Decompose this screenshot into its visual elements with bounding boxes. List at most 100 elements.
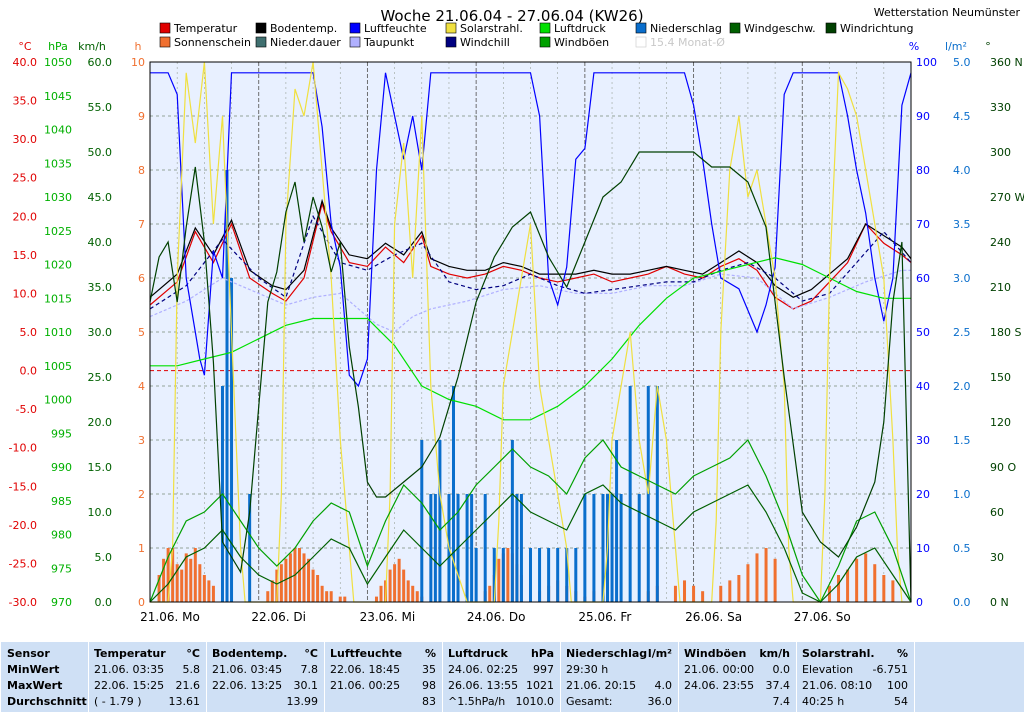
stats-cell-value: 21.6 [175,679,201,692]
series-windchill [149,214,912,310]
sun-tick-label: 8 [138,164,145,177]
dir-tick-label: 240 [990,236,1011,249]
rain-bar [519,494,523,602]
stats-cell-value: 5.8 [182,663,201,676]
sunshine-bar [297,548,301,602]
sunshine-bar [683,580,687,602]
sunshine-bar [864,553,868,602]
sunshine-bar [737,575,741,602]
series-luftfeuchte [150,72,912,388]
sunshine-bar [157,575,161,602]
stats-cell-value: 35 [422,663,436,676]
sunshine-bar [284,558,288,602]
sunshine-bar [388,569,392,602]
wind-tick-label: 50.0 [88,146,113,159]
x-tick-label: 25.06. Fr [578,610,631,624]
stats-cell-value: 0.0 [772,663,791,676]
temp-unit-label: °C [18,40,32,53]
sunshine-bar [719,585,723,602]
sunshine-bar [325,591,329,602]
series-lines [149,61,912,604]
rain-bar [615,440,619,602]
legend-label: Windchill [460,36,510,49]
rain-bar [433,494,437,602]
sun-tick-label: 0 [138,596,145,609]
stats-cell-value: -6.751 [872,663,908,676]
press-tick-label: 1045 [44,90,72,103]
stats-col-head: Temperatur [94,647,166,660]
hum-tick-label: 20 [916,488,930,501]
sunshine-bar [497,558,501,602]
legend-label: Luftdruck [554,22,606,35]
sunshine-bar [198,564,202,602]
wind-tick-label: 10.0 [88,506,113,519]
hum-tick-label: 100 [916,56,937,69]
rain-bar [510,440,514,602]
legend-swatch [635,36,647,48]
legend-label: Solarstrahl. [460,22,523,35]
stats-cell-label: ( - 1.79 ) [94,695,142,708]
stats-col-unit: °C [186,647,200,660]
wind-tick-label: 20.0 [88,416,113,429]
stats-sensor-label: Sensor [7,647,50,660]
stats-cell-label: 29:30 h [566,663,609,676]
sunshine-bar [855,558,859,602]
hum-tick-label: 60 [916,272,930,285]
sunshine-bar [402,569,406,602]
rain-bar [230,278,234,602]
rain-bar [583,494,587,602]
legend-swatch [825,22,837,34]
x-tick-label: 22.06. Di [251,610,306,624]
series-windgeschw- [149,484,912,603]
series-windb-en [149,438,912,604]
press-tick-label: 1005 [44,360,72,373]
press-tick-label: 1030 [44,191,72,204]
stats-cell-label: 22.06. 15:25 [94,679,165,692]
rain-tick-label: 3.0 [953,272,971,285]
series-taupunkt [149,269,911,333]
rain-bar [492,548,496,602]
sunshine-bar [673,585,677,602]
stats-cell-value: 54 [894,695,908,708]
hum-tick-label: 10 [916,542,930,555]
sunshine-bar [316,575,320,602]
hum-tick-label: 50 [916,326,930,339]
stats-col-solarstrahl-: Solarstrahl.% Elevation -6.751 21.06. 08:10… [796,642,914,712]
stats-cell-value: 1010.0 [515,695,555,708]
dir-tick-label: 210 [990,281,1011,294]
sunshine-bar [397,558,401,602]
legend-swatch [255,36,267,48]
weather-chart: 40.035.030.025.020.015.010.05.00.0-5.0-1… [9,6,1024,624]
sunshine-bar [171,548,175,602]
wind-tick-label: 55.0 [88,101,113,114]
rain-tick-label: 5.0 [953,56,971,69]
sunshine-bar [846,569,850,602]
press-tick-label: 1010 [44,326,72,339]
rain-bar [429,494,433,602]
sunshine-bar [307,558,311,602]
rain-bar [529,548,532,602]
stats-cell-label: 24.06. 23:55 [684,679,755,692]
temp-tick-label: -5.0 [16,403,37,416]
sunshine-bar [202,575,206,602]
legend-label: Bodentemp. [270,22,337,35]
rain-tick-label: 4.5 [953,110,971,123]
dir-tick-label: 120 [990,416,1011,429]
rain-bar [628,386,632,602]
temp-tick-label: 40.0 [13,56,38,69]
sunshine-bar [755,553,759,602]
rain-bar [556,548,560,602]
sunshine-bar [891,580,895,602]
stats-cell-label: 21.06. 03:45 [212,663,283,676]
wind-unit-label: km/h [78,40,106,53]
stats-cell-value: 997 [533,663,554,676]
press-tick-label: 975 [51,562,72,575]
stats-col-unit: hPa [530,647,554,660]
series-bodentemp- [149,198,912,298]
legend-label: Nieder.dauer [270,36,341,49]
dir-tick-label: 30 [990,551,1004,564]
sunshine-bar [379,585,383,602]
temp-tick-label: -25.0 [9,557,37,570]
dir-tick-label: 300 [990,146,1011,159]
temp-tick-label: -10.0 [9,442,37,455]
